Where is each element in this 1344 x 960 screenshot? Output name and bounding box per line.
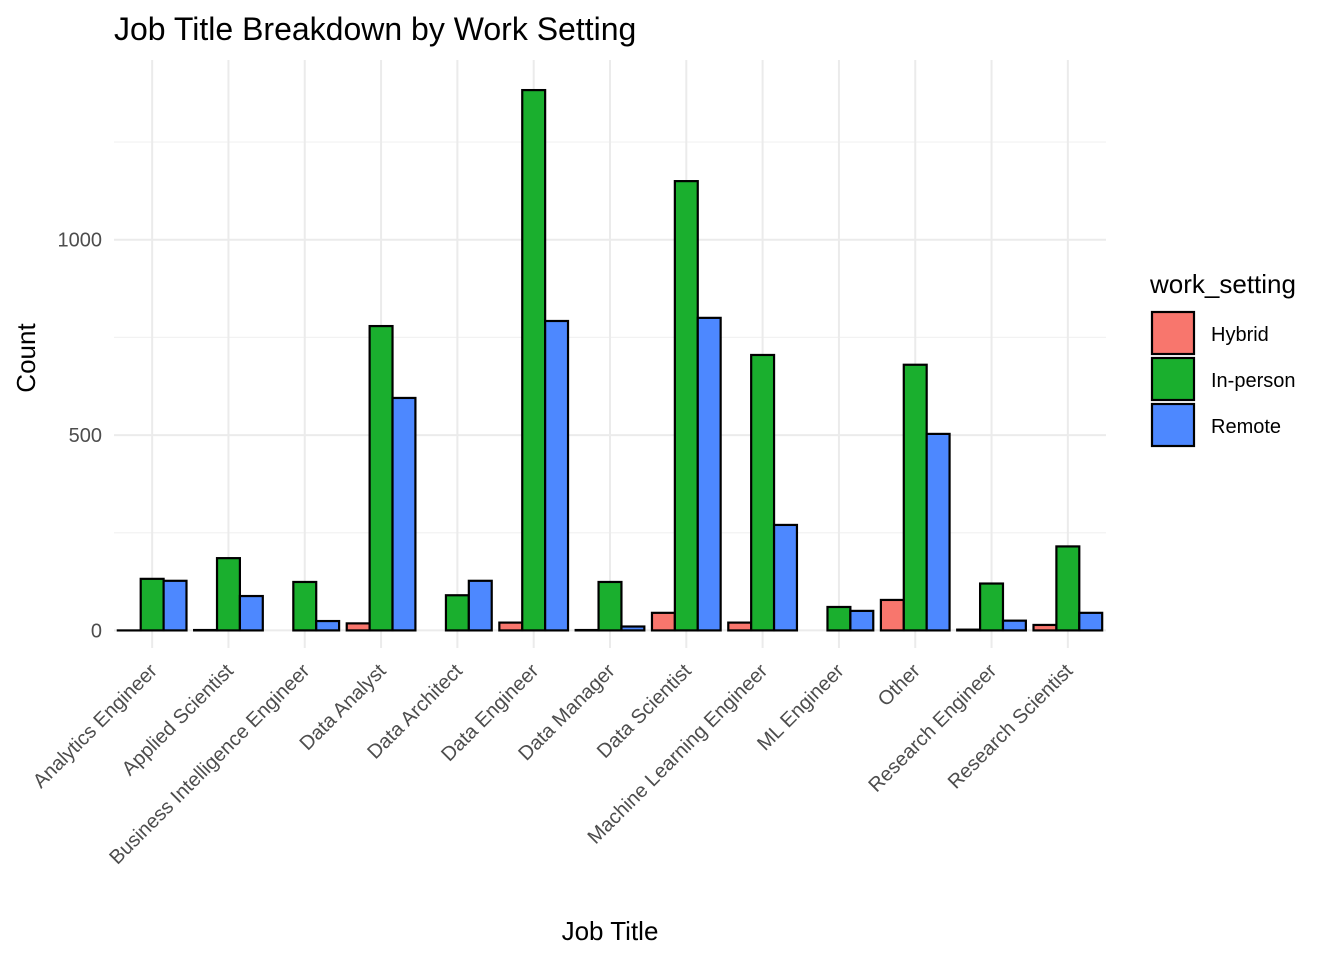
bar-in-person-2 bbox=[292, 580, 318, 632]
bar-in-person-12 bbox=[1055, 545, 1081, 632]
x-tick-label: Research Engineer bbox=[864, 660, 1001, 797]
y-axis-ticks: 0 500 1000 bbox=[58, 230, 103, 643]
bar-remote-1 bbox=[238, 594, 264, 632]
bars bbox=[116, 88, 1104, 632]
y-tick-label: 0 bbox=[91, 620, 102, 642]
legend-key-hybrid bbox=[1150, 310, 1196, 356]
bar-in-person-4 bbox=[444, 594, 470, 632]
x-tick-label: Other bbox=[874, 660, 925, 711]
bar-in-person-8 bbox=[750, 353, 776, 632]
legend-title: work_setting bbox=[1149, 269, 1296, 299]
bar-in-person-5 bbox=[521, 88, 547, 632]
bar-hybrid-8 bbox=[727, 621, 753, 632]
bar-in-person-9 bbox=[826, 605, 852, 632]
x-axis-title: Job Title bbox=[562, 916, 659, 946]
bar-in-person-10 bbox=[902, 363, 928, 632]
bar-remote-11 bbox=[1001, 619, 1027, 632]
y-tick-label: 500 bbox=[69, 425, 102, 447]
legend-key-in-person bbox=[1150, 356, 1196, 402]
bar-remote-10 bbox=[925, 432, 951, 632]
bar-hybrid-10 bbox=[879, 598, 905, 632]
bar-hybrid-12 bbox=[1032, 623, 1058, 632]
bar-in-person-11 bbox=[978, 582, 1005, 632]
bar-hybrid-5 bbox=[498, 621, 524, 632]
bar-remote-7 bbox=[696, 316, 722, 632]
legend-key-remote bbox=[1150, 402, 1196, 448]
bar-remote-9 bbox=[849, 609, 875, 632]
bar-remote-2 bbox=[315, 619, 341, 632]
bar-remote-3 bbox=[391, 396, 417, 632]
bar-hybrid-7 bbox=[650, 611, 676, 632]
legend-label: Hybrid bbox=[1211, 324, 1269, 346]
bar-hybrid-11 bbox=[956, 628, 982, 632]
legend-items: Hybrid In-person Remote bbox=[1150, 310, 1296, 448]
legend: work_setting Hybrid In-person Remote bbox=[1149, 269, 1296, 448]
legend-label: Remote bbox=[1211, 416, 1281, 438]
grid bbox=[114, 60, 1106, 648]
bar-in-person-0 bbox=[139, 577, 165, 632]
bar-in-person-6 bbox=[597, 580, 623, 632]
bar-remote-6 bbox=[620, 625, 646, 632]
bar-remote-8 bbox=[772, 523, 799, 632]
legend-label: In-person bbox=[1211, 370, 1296, 392]
bar-remote-4 bbox=[467, 579, 493, 632]
bar-in-person-3 bbox=[368, 324, 394, 632]
bar-remote-5 bbox=[544, 319, 570, 632]
bar-in-person-1 bbox=[215, 557, 242, 632]
bar-remote-12 bbox=[1078, 611, 1104, 632]
chart-title: Job Title Breakdown by Work Setting bbox=[114, 11, 636, 47]
bar-remote-0 bbox=[162, 579, 188, 632]
bar-hybrid-3 bbox=[345, 622, 371, 632]
x-tick-label: Research Scientist bbox=[944, 660, 1078, 794]
y-tick-label: 1000 bbox=[58, 230, 103, 252]
y-axis-title: Count bbox=[11, 323, 41, 393]
x-tick-label: Analytics Engineer bbox=[29, 660, 162, 793]
bar-in-person-7 bbox=[673, 180, 699, 632]
